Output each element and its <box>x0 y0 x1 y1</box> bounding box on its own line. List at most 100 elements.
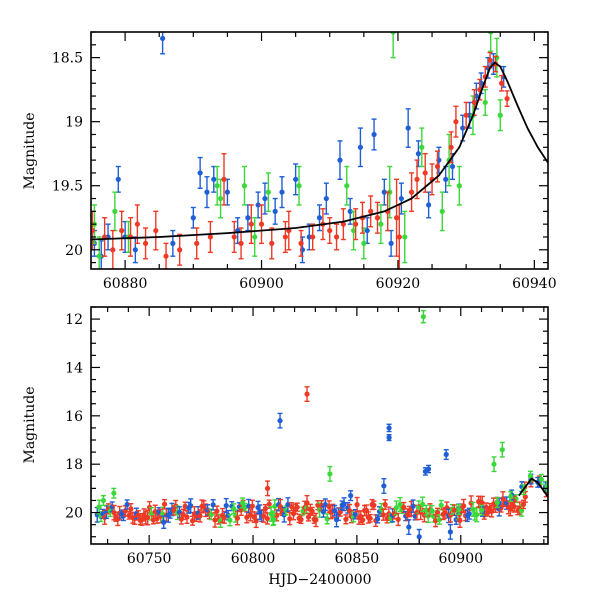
data-point <box>110 247 116 253</box>
data-point <box>304 391 310 397</box>
data-point <box>386 425 392 431</box>
data-point <box>382 501 388 508</box>
data-point <box>393 505 399 511</box>
data-point <box>544 483 548 489</box>
data-point <box>353 221 359 227</box>
data-point <box>434 509 441 516</box>
data-point <box>241 183 248 189</box>
data-point <box>124 501 130 508</box>
data-point <box>262 195 268 202</box>
data-point <box>248 221 254 227</box>
data-point <box>393 215 400 221</box>
data-point <box>426 202 432 208</box>
data-point <box>163 253 169 259</box>
data-point <box>368 208 374 214</box>
data-point <box>176 509 183 515</box>
data-point <box>436 517 442 523</box>
data-point <box>352 511 358 517</box>
top-panel: 60880 60900 60920 60940 18.5 19 19.5 20 Magnitu… <box>22 31 557 292</box>
data-point <box>316 215 323 221</box>
data-point <box>447 529 453 535</box>
x-tick-label: 60880 <box>103 276 148 292</box>
bottom-panel-ylabel: Magnitude <box>22 386 38 463</box>
data-point <box>223 502 229 509</box>
data-point <box>296 183 302 189</box>
data-point <box>499 447 505 453</box>
x-tick-label: 60920 <box>376 276 421 292</box>
data-point <box>415 151 422 157</box>
data-point <box>244 514 250 520</box>
data-point <box>343 516 349 522</box>
data-point <box>197 170 203 176</box>
data-point <box>214 183 220 189</box>
data-point <box>337 157 343 163</box>
data-point <box>357 144 364 150</box>
y-tick-label: 16 <box>65 409 83 425</box>
y-tick-label: 12 <box>65 312 83 328</box>
data-point <box>279 189 285 195</box>
data-point <box>420 314 426 320</box>
data-point <box>327 471 333 477</box>
top-panel-frame <box>90 31 549 270</box>
data-point <box>504 96 510 102</box>
data-point <box>367 515 373 521</box>
data-point <box>287 516 293 522</box>
data-point <box>180 511 186 518</box>
data-point <box>255 202 261 208</box>
data-point <box>282 234 288 240</box>
data-point <box>142 240 149 246</box>
x-tick-label: 60850 <box>335 551 380 567</box>
model-curve <box>518 477 548 498</box>
data-point <box>443 176 449 182</box>
data-point <box>170 240 176 246</box>
data-point <box>207 234 213 240</box>
data-point <box>381 483 387 489</box>
x-tick-label: 60800 <box>231 551 276 567</box>
data-point <box>266 501 272 507</box>
data-point <box>463 112 469 118</box>
data-point <box>375 516 381 522</box>
data-point <box>388 240 394 246</box>
bottom-panel-xlabel: HJD−2400000 <box>268 572 371 588</box>
data-point <box>351 227 357 234</box>
data-point <box>293 176 299 182</box>
top-panel-data <box>91 32 548 269</box>
data-point <box>262 505 269 512</box>
data-point <box>227 517 233 523</box>
data-point <box>371 131 377 138</box>
data-point <box>217 195 224 202</box>
data-point <box>466 511 472 517</box>
data-point <box>456 183 462 189</box>
data-point <box>474 512 480 518</box>
data-point <box>354 502 360 508</box>
data-point <box>221 176 227 182</box>
data-point <box>161 501 168 507</box>
data-point <box>294 504 300 510</box>
y-tick-label: 19.5 <box>52 179 83 195</box>
bottom-panel-ticks: 60750 60800 60850 60900 12 14 16 18 20 <box>65 306 548 567</box>
data-point <box>246 503 252 509</box>
data-point <box>527 473 534 479</box>
data-point <box>402 234 408 240</box>
data-point <box>456 506 462 513</box>
model-curve <box>91 61 548 241</box>
data-point <box>115 176 121 182</box>
data-point <box>497 112 503 118</box>
data-point <box>160 35 166 42</box>
data-point <box>360 517 366 523</box>
data-point <box>119 227 125 234</box>
data-point <box>419 144 425 150</box>
data-point <box>194 240 200 246</box>
data-point <box>416 534 422 540</box>
data-point <box>324 516 330 522</box>
data-point <box>204 189 210 195</box>
data-point <box>132 247 138 253</box>
data-point <box>112 208 118 214</box>
data-point <box>264 515 270 522</box>
data-point <box>269 240 275 246</box>
data-point <box>188 503 194 509</box>
data-point <box>406 524 412 530</box>
data-point <box>422 170 428 176</box>
data-point <box>348 493 354 499</box>
bottom-plot-area <box>94 309 548 544</box>
